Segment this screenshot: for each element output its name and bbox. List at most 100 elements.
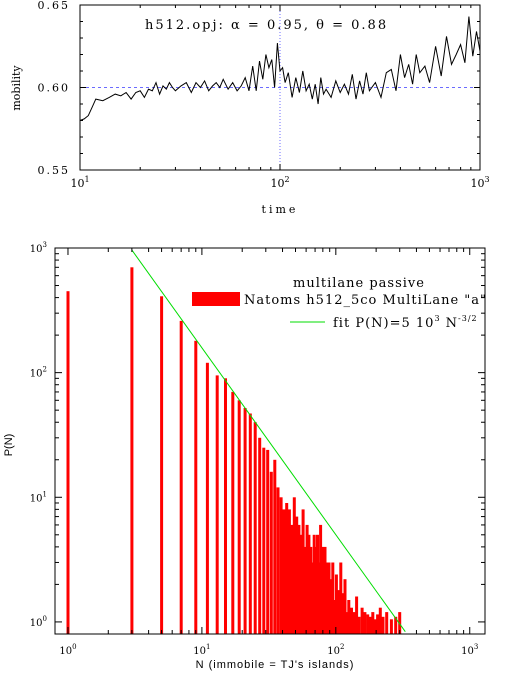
- histogram-bar: [290, 524, 294, 634]
- bottom-y-tick-label: 100: [30, 615, 47, 629]
- bottom-x-tick-label-base: 10: [59, 646, 72, 657]
- histogram-bar: [314, 546, 318, 634]
- bottom-y-tick-label: 101: [30, 490, 47, 504]
- bottom-x-tick-label-exp: 0: [72, 643, 76, 651]
- top-x-tick-label-exp: 3: [484, 175, 489, 184]
- bottom-x-tick-label-base: 10: [193, 646, 206, 657]
- legend-title: multilane passive: [293, 276, 425, 291]
- bottom-y-tick-label-exp: 1: [43, 490, 47, 498]
- histogram-bar: [345, 612, 349, 634]
- top-chart-title: h512.opj: α = 0.95, θ = 0.88: [145, 18, 388, 33]
- bottom-xlabel: N (immobile = TJ's islands): [196, 659, 355, 671]
- histogram-bar: [355, 596, 359, 634]
- histogram-bar: [130, 267, 134, 634]
- bottom-x-tick-label: 101: [193, 643, 210, 657]
- bottom-y-tick-label-exp: 2: [43, 366, 47, 374]
- legend-fit-label-main: fit P(N)=5 10: [333, 316, 434, 331]
- histogram-bar: [301, 509, 305, 634]
- histogram-bar: [215, 375, 219, 634]
- legend-fit-label-mid: N: [441, 316, 459, 331]
- top-x-tick-label-exp: 1: [84, 175, 89, 184]
- histogram-bar: [258, 437, 262, 634]
- bottom-y-tick-label-exp: 3: [43, 241, 47, 249]
- histogram-bar: [194, 340, 198, 634]
- bottom-y-tick-label: 103: [30, 241, 47, 255]
- histogram-bar: [295, 516, 299, 634]
- top-y-tick-label: 0.65: [38, 0, 71, 12]
- legend-bar-swatch: [192, 292, 240, 306]
- histogram-bar: [307, 534, 311, 634]
- top-x-tick-label-exp: 2: [284, 175, 289, 184]
- histogram-bar: [262, 447, 266, 634]
- bottom-x-tick-label: 100: [59, 643, 76, 657]
- histogram-bar: [287, 509, 291, 634]
- histogram-bar: [334, 574, 338, 634]
- histogram-bar: [285, 503, 289, 634]
- histogram-bar: [237, 400, 241, 634]
- histogram-bar: [282, 509, 286, 634]
- histogram-bar: [303, 546, 307, 634]
- histogram-bar: [394, 616, 398, 634]
- histogram-bar: [368, 616, 372, 634]
- bottom-x-tick-label: 103: [461, 643, 478, 657]
- histogram-bar: [248, 413, 252, 634]
- histogram-bar: [378, 607, 382, 634]
- top-ylabel: mobility: [10, 65, 23, 111]
- top-y-tick-label: 0.60: [38, 82, 71, 95]
- histogram-bar: [373, 619, 377, 634]
- histogram-bar: [332, 600, 336, 634]
- histogram-bar: [337, 590, 341, 634]
- bottom-x-tick-label-exp: 2: [340, 643, 344, 651]
- histogram-bar: [243, 408, 247, 634]
- bottom-y-tick-label-base: 10: [30, 493, 43, 504]
- histogram-bar: [316, 534, 319, 634]
- histogram-bar: [360, 607, 364, 634]
- top-x-tick-label: 102: [270, 175, 289, 190]
- histogram-bar: [381, 616, 385, 634]
- histogram-bar: [350, 607, 353, 634]
- histogram-bar: [297, 524, 301, 634]
- histogram-bar: [347, 600, 351, 634]
- bottom-y-tick-label-base: 10: [30, 244, 43, 255]
- top-x-tick-label-base: 10: [470, 177, 484, 190]
- top-x-tick-label: 101: [70, 175, 89, 190]
- histogram-bar: [279, 497, 283, 634]
- histogram-bar: [179, 320, 183, 634]
- histogram-bar: [309, 546, 313, 634]
- histogram-bar: [269, 471, 273, 634]
- histogram-bar: [273, 459, 277, 634]
- histogram-bar: [363, 612, 367, 634]
- histogram-bar: [357, 616, 361, 634]
- legend-fit-label-exp2: -3/2: [458, 314, 478, 323]
- bottom-x-tick-label-exp: 1: [206, 643, 210, 651]
- histogram-bar: [299, 534, 303, 634]
- histogram-bar: [224, 378, 227, 634]
- histogram-bar: [231, 391, 235, 634]
- bottom-y-tick-label-base: 10: [30, 618, 43, 629]
- bottom-ylabel: P(N): [3, 434, 15, 457]
- histogram-bar: [266, 449, 270, 634]
- bottom-y-tick-label: 102: [30, 366, 47, 380]
- bottom-y-tick-label-exp: 0: [43, 615, 47, 623]
- histogram-bar: [66, 291, 70, 634]
- histogram-bar: [292, 497, 296, 634]
- legend-fit-label-exp: 3: [434, 314, 440, 323]
- legend-fit-label: fit P(N)=5 103 N-3/2: [333, 314, 478, 331]
- histogram-bar: [376, 614, 380, 634]
- histogram-bar: [311, 562, 314, 634]
- histogram-bar: [205, 362, 209, 634]
- histogram-bar: [385, 612, 389, 634]
- top-x-tick-label: 103: [470, 175, 489, 190]
- top-y-tick-label: 0.55: [38, 164, 71, 177]
- bottom-x-tick-label: 102: [327, 643, 344, 657]
- bottom-x-tick-label-exp: 3: [474, 643, 478, 651]
- fit-line: [131, 249, 406, 632]
- legend-bar-label: Natoms h512_5co MultiLane "a": [244, 293, 487, 308]
- histogram-bar: [331, 562, 335, 634]
- histogram-bar: [371, 612, 375, 634]
- histogram-bar: [389, 619, 393, 634]
- histogram-bar: [366, 614, 370, 634]
